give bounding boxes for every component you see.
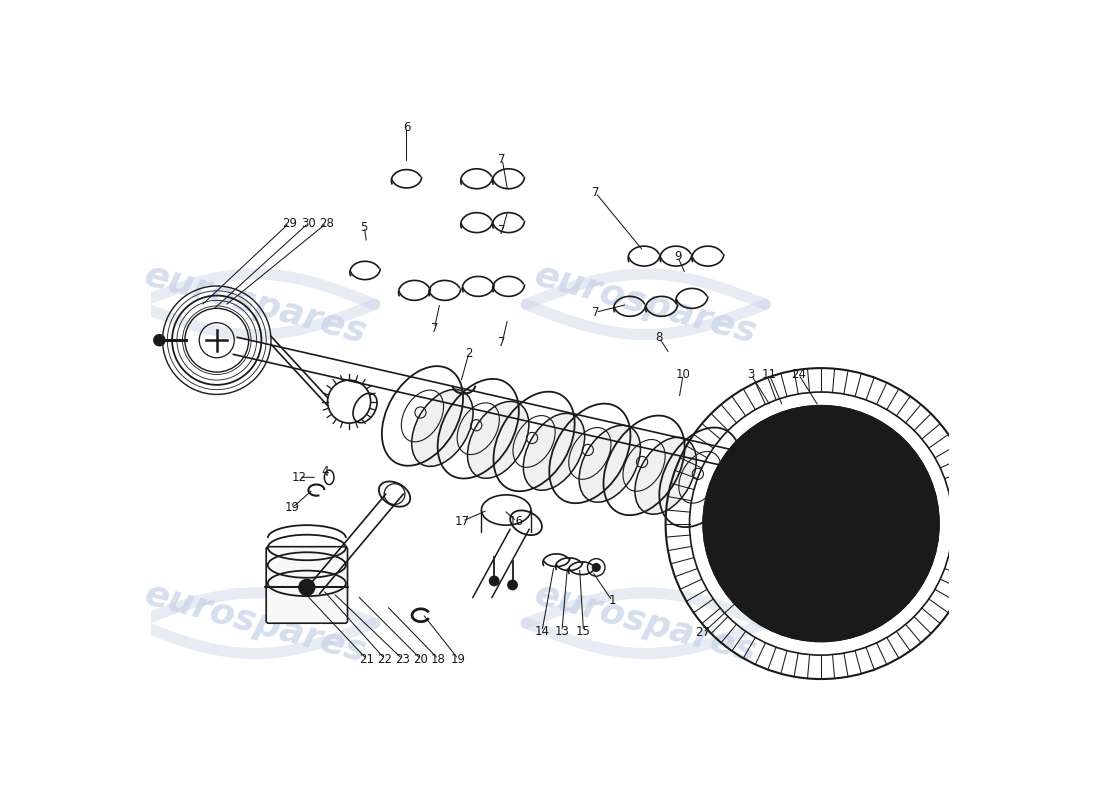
- Text: 11: 11: [761, 368, 777, 381]
- Text: 4: 4: [321, 466, 329, 478]
- Text: eurospares: eurospares: [140, 578, 370, 670]
- Text: 30: 30: [301, 217, 316, 230]
- Text: 28: 28: [319, 217, 334, 230]
- Text: eurospares: eurospares: [531, 578, 760, 670]
- Circle shape: [154, 334, 165, 346]
- Text: 7: 7: [498, 336, 506, 349]
- Circle shape: [299, 579, 315, 595]
- Text: 7: 7: [498, 225, 506, 238]
- Text: 22: 22: [377, 653, 393, 666]
- Ellipse shape: [579, 426, 640, 502]
- Text: 3: 3: [747, 368, 755, 381]
- Text: 12: 12: [292, 471, 307, 484]
- Text: 10: 10: [675, 368, 691, 381]
- Text: 1: 1: [608, 594, 616, 607]
- Text: 29: 29: [282, 217, 297, 230]
- Text: 20: 20: [414, 653, 428, 666]
- Text: 26: 26: [820, 626, 834, 639]
- Text: 16: 16: [509, 514, 524, 528]
- FancyBboxPatch shape: [266, 546, 348, 623]
- Ellipse shape: [524, 414, 585, 490]
- Ellipse shape: [468, 402, 529, 478]
- Ellipse shape: [635, 438, 696, 514]
- Text: 7: 7: [431, 322, 438, 334]
- Text: 27: 27: [695, 626, 711, 639]
- Text: 18: 18: [431, 653, 446, 666]
- Text: 23: 23: [395, 653, 410, 666]
- Text: 8: 8: [656, 331, 663, 344]
- Text: eurospares: eurospares: [140, 258, 370, 350]
- Text: 14: 14: [535, 625, 550, 638]
- Circle shape: [508, 580, 517, 590]
- Text: 17: 17: [454, 514, 470, 528]
- Ellipse shape: [411, 390, 473, 466]
- Text: 7: 7: [592, 186, 600, 199]
- Circle shape: [592, 563, 601, 571]
- Text: 13: 13: [554, 625, 570, 638]
- Text: 2: 2: [465, 347, 472, 360]
- Circle shape: [703, 406, 939, 642]
- Text: 25: 25: [842, 626, 857, 639]
- Circle shape: [490, 576, 499, 586]
- Text: 24: 24: [791, 368, 806, 381]
- Text: 21: 21: [359, 653, 374, 666]
- Text: 7: 7: [592, 306, 600, 319]
- Text: 9: 9: [674, 250, 681, 263]
- Text: 15: 15: [576, 625, 591, 638]
- Text: 6: 6: [403, 121, 410, 134]
- Text: 19: 19: [451, 653, 465, 666]
- Text: 19: 19: [285, 501, 300, 514]
- Text: eurospares: eurospares: [531, 258, 760, 350]
- Text: 5: 5: [361, 221, 367, 234]
- Text: 7: 7: [498, 153, 506, 166]
